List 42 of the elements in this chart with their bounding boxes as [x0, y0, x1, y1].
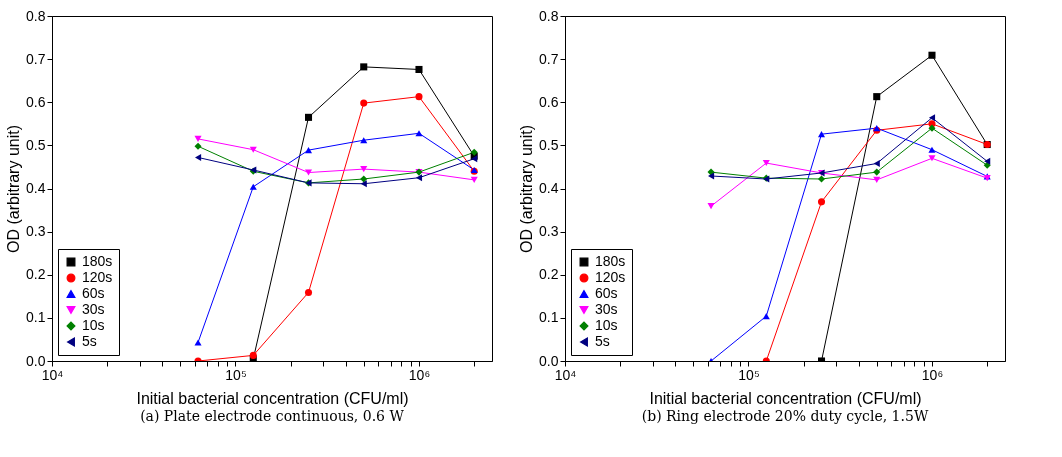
legend-label: 120s [82, 269, 113, 285]
x-tick-label: 10⁶ [408, 366, 431, 383]
text: (a) Plate electrode continuous, 0.6 W [140, 408, 405, 424]
y-tick-label: 0.8 [539, 7, 559, 24]
y-tick-label: 0.4 [539, 180, 559, 196]
y-tick-label: 0.8 [26, 7, 46, 24]
y-tick-label: 0.7 [539, 50, 559, 67]
y-tick-label: 0.0 [539, 352, 559, 369]
x-tick-label: 10⁶ [921, 366, 944, 383]
x-tick-label: 10⁵ [225, 366, 247, 383]
x-axis-title: Initial bacterial concentration (CFU/ml) [649, 389, 922, 407]
y-tick-label: 0.5 [539, 136, 559, 153]
legend-label: 60s [82, 285, 105, 301]
y-tick-label: 0.1 [539, 309, 559, 326]
y-axis-title: OD (arbitrary unit) [5, 124, 23, 254]
y-tick-label: 0.0 [26, 352, 46, 369]
x-tick-label: 10⁵ [738, 366, 760, 383]
legend-label: 5s [82, 333, 97, 349]
y-tick-label: 0.6 [539, 93, 559, 110]
x-tick-label: 10⁴ [41, 366, 64, 383]
y-tick-label: 0.1 [26, 309, 46, 326]
y-tick-label: 0.2 [539, 266, 559, 283]
legend-label: 180s [595, 253, 626, 269]
x-axis-title: Initial bacterial concentration (CFU/ml) [136, 389, 409, 407]
legend-label: 120s [595, 269, 626, 285]
legend-label: 60s [595, 285, 618, 301]
legend-label: 10s [82, 317, 105, 333]
legend-label: 180s [82, 253, 113, 269]
y-tick-label: 0.3 [539, 223, 559, 240]
y-tick-label: 0.6 [26, 93, 46, 110]
y-tick-label: 0.4 [26, 180, 46, 196]
y-tick-label: 0.2 [26, 266, 46, 283]
y-tick-label: 0.5 [26, 136, 46, 153]
y-tick-label: 0.3 [26, 223, 46, 240]
legend-label: 5s [595, 333, 610, 349]
legend-label: 30s [82, 301, 105, 317]
legend-label: 10s [595, 317, 618, 333]
x-tick-label: 10⁴ [554, 366, 577, 383]
y-tick-label: 0.7 [26, 50, 46, 67]
text: (b) Ring electrode 20% duty cycle, 1.5W [641, 408, 929, 424]
y-axis-title: OD (arbitrary unit) [518, 124, 536, 254]
legend-label: 30s [595, 301, 618, 317]
